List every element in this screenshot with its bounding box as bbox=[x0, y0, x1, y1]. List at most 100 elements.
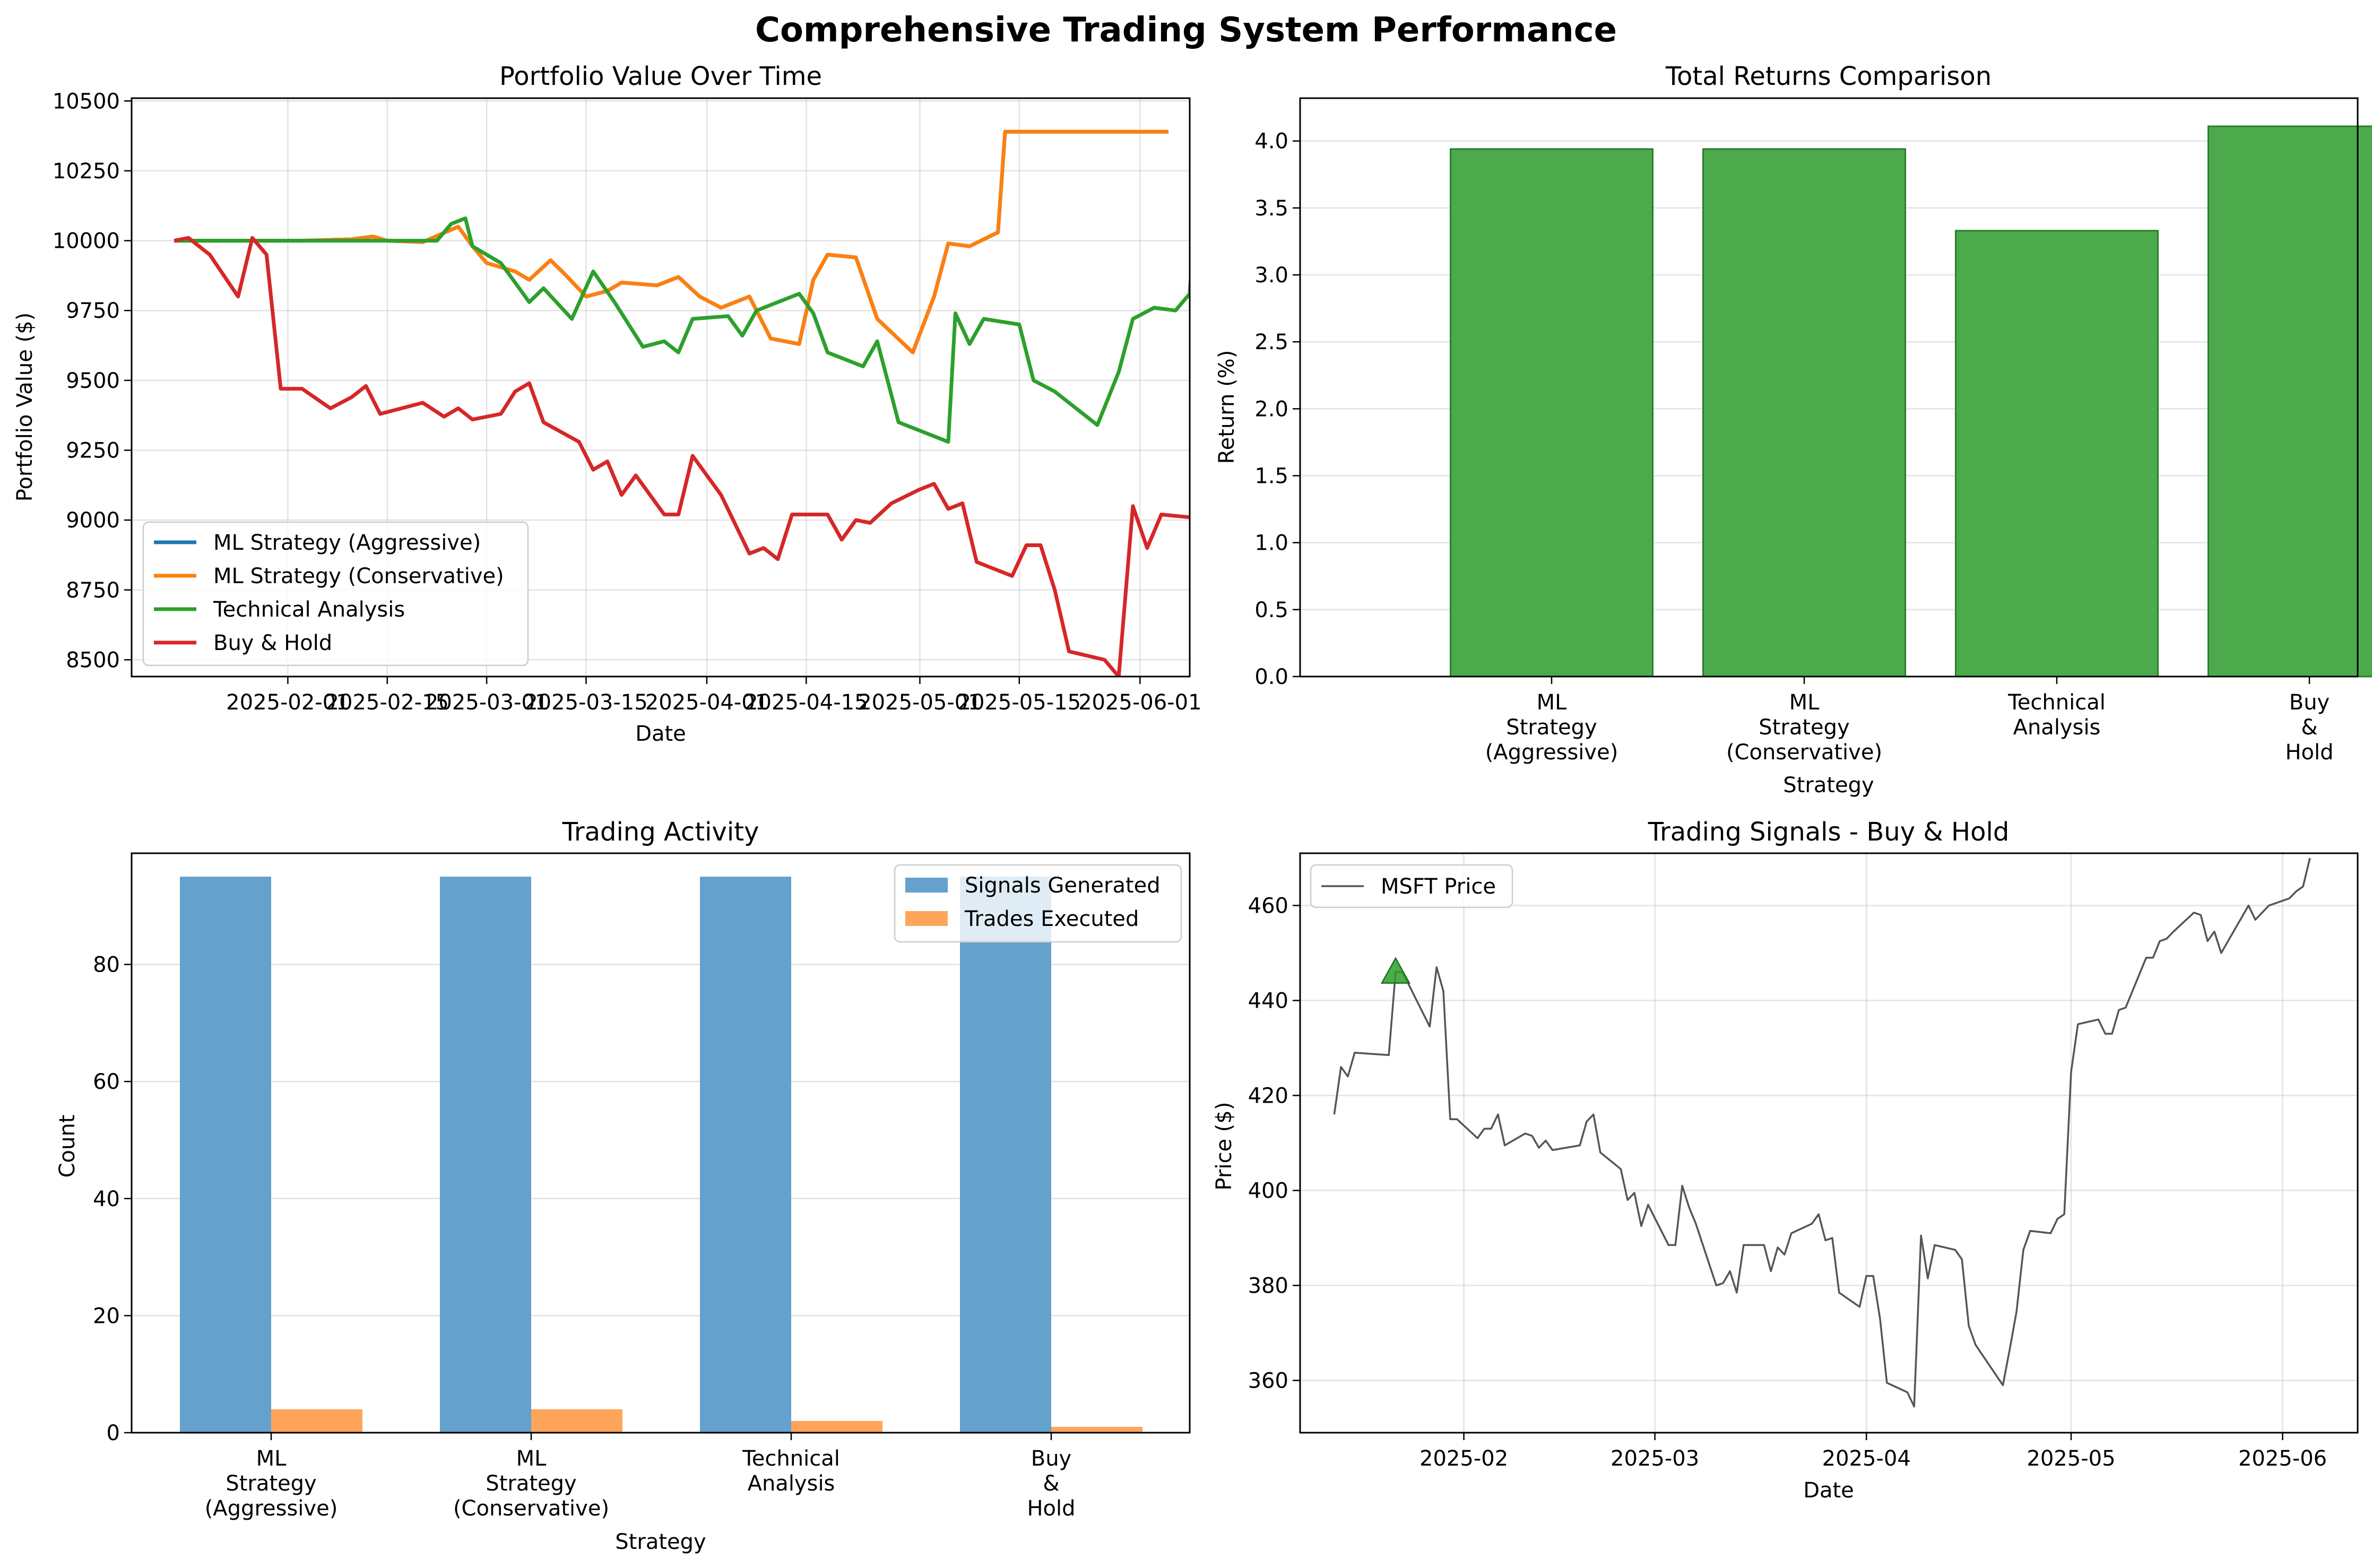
portfolio-y-tick-label: 8500 bbox=[66, 648, 120, 672]
returns-category-label: Technical bbox=[2007, 690, 2106, 715]
returns-category-label: Strategy bbox=[1506, 715, 1597, 740]
signals-y-tick-label: 400 bbox=[1248, 1179, 1288, 1203]
returns-bar-3 bbox=[2207, 125, 2372, 678]
signals-y-tick-label: 360 bbox=[1248, 1369, 1288, 1393]
returns-category-label: Buy bbox=[2289, 690, 2330, 715]
portfolio-legend: ML Strategy (Aggressive) ML Strategy (Con… bbox=[142, 521, 529, 666]
signals-bar-3 bbox=[960, 877, 1051, 1433]
activity-category-label: Buy bbox=[1031, 1446, 1071, 1471]
returns-category-label: Hold bbox=[2285, 740, 2333, 765]
activity-legend-label-1: Trades Executed bbox=[964, 907, 1139, 931]
legend-label-2: Technical Analysis bbox=[213, 597, 405, 622]
returns-category-label: Analysis bbox=[2013, 715, 2101, 740]
signals-x-tick-label: 2025-06 bbox=[2238, 1446, 2327, 1471]
trades-bar-2 bbox=[791, 1420, 882, 1433]
trades-bar-3 bbox=[1051, 1426, 1142, 1433]
activity-category-label: ML bbox=[516, 1446, 547, 1471]
signals-y-tick-label: 440 bbox=[1248, 989, 1288, 1013]
portfolio-y-tick-label: 9750 bbox=[66, 299, 120, 323]
activity-category-label: (Aggressive) bbox=[205, 1496, 338, 1521]
returns-y-tick-label: 2.5 bbox=[1254, 330, 1288, 354]
portfolio-x-label: Date bbox=[635, 722, 686, 746]
portfolio-x-tick-label: 2025-04-01 bbox=[645, 690, 768, 715]
signals-bar-1 bbox=[440, 877, 531, 1433]
portfolio-y-tick-label: 9250 bbox=[66, 438, 120, 463]
buy-signal-marker bbox=[1380, 957, 1411, 984]
portfolio-x-tick-label: 2025-04-15 bbox=[745, 690, 868, 715]
portfolio-x-tick-label: 2025-03-15 bbox=[524, 690, 647, 715]
returns-y-tick-label: 2.0 bbox=[1254, 397, 1288, 421]
portfolio-panel-title: Portfolio Value Over Time bbox=[499, 62, 822, 91]
signals-legend: MSFT Price bbox=[1310, 864, 1513, 908]
total-returns-panel: Total Returns Comparison Strategy Return… bbox=[1215, 62, 2372, 798]
trading-signals-panel: Trading Signals - Buy & Hold Date Price … bbox=[1212, 817, 2359, 1503]
activity-category-label: Hold bbox=[1027, 1496, 1075, 1521]
returns-category-label: (Conservative) bbox=[1726, 740, 1882, 765]
activity-y-tick-label: 40 bbox=[93, 1187, 120, 1211]
signals-legend-label: MSFT Price bbox=[1381, 874, 1496, 899]
returns-x-label: Strategy bbox=[1783, 773, 1874, 798]
returns-category-label: Strategy bbox=[1759, 715, 1849, 740]
portfolio-x-tick-label: 2025-05-01 bbox=[858, 690, 981, 715]
trades-bar-1 bbox=[531, 1409, 622, 1433]
signals-panel-title: Trading Signals - Buy & Hold bbox=[1648, 817, 2010, 847]
signals-x-tick-label: 2025-03 bbox=[1611, 1446, 1699, 1471]
signals-x-tick-label: 2025-02 bbox=[1419, 1446, 1508, 1471]
activity-y-tick-label: 20 bbox=[93, 1304, 120, 1328]
activity-y-tick-label: 0 bbox=[107, 1421, 120, 1445]
portfolio-y-tick-label: 9000 bbox=[66, 508, 120, 533]
legend-label-0: ML Strategy (Aggressive) bbox=[213, 531, 481, 555]
signals-x-tick-label: 2025-05 bbox=[2027, 1446, 2115, 1471]
returns-y-tick-label: 1.0 bbox=[1254, 531, 1288, 556]
portfolio-x-tick-label: 2025-02-01 bbox=[226, 690, 349, 715]
portfolio-y-label: Portfolio Value ($) bbox=[13, 313, 37, 501]
legend-label-3: Buy & Hold bbox=[213, 631, 332, 655]
returns-y-tick-label: 0.0 bbox=[1254, 665, 1288, 689]
portfolio-value-panel: Portfolio Value Over Time Date Portfolio… bbox=[13, 62, 1202, 746]
returns-category-label: & bbox=[2301, 715, 2317, 740]
portfolio-y-tick-label: 8750 bbox=[66, 578, 120, 603]
returns-y-tick-label: 0.5 bbox=[1254, 598, 1288, 622]
returns-bar-1 bbox=[1702, 148, 1906, 678]
activity-axes-frame bbox=[131, 852, 1191, 1434]
activity-category-label: ML bbox=[256, 1446, 287, 1471]
returns-panel-title: Total Returns Comparison bbox=[1665, 62, 1992, 91]
returns-bar-0 bbox=[1450, 148, 1654, 678]
signals-legend-box bbox=[1310, 864, 1513, 908]
signals-x-label: Date bbox=[1803, 1478, 1854, 1503]
activity-panel-title: Trading Activity bbox=[562, 817, 759, 847]
portfolio-y-tick-label: 10250 bbox=[53, 159, 120, 184]
returns-y-label: Return (%) bbox=[1215, 350, 1239, 464]
returns-bar-2 bbox=[1955, 230, 2159, 678]
activity-category-label: Analysis bbox=[748, 1471, 835, 1496]
signals-bar-0 bbox=[180, 877, 271, 1433]
returns-category-label: ML bbox=[1537, 690, 1568, 715]
activity-legend-swatch-1 bbox=[905, 911, 948, 926]
figure-title: Comprehensive Trading System Performance bbox=[755, 11, 1617, 50]
returns-y-tick-label: 3.5 bbox=[1254, 196, 1288, 221]
activity-category-label: Strategy bbox=[486, 1471, 576, 1496]
portfolio-x-tick-label: 2025-05-15 bbox=[958, 690, 1081, 715]
returns-y-tick-label: 3.0 bbox=[1254, 263, 1288, 288]
activity-legend-box bbox=[894, 864, 1182, 943]
activity-legend: Signals Generated Trades Executed bbox=[894, 864, 1182, 943]
signals-axes-frame bbox=[1299, 852, 2359, 1434]
portfolio-axes-frame bbox=[131, 97, 1191, 678]
signals-x-tick-label: 2025-04 bbox=[1822, 1446, 1911, 1471]
activity-category-label: Strategy bbox=[226, 1471, 316, 1496]
activity-x-label: Strategy bbox=[615, 1530, 706, 1554]
msft-price-line bbox=[1333, 857, 2311, 1408]
portfolio-legend-box bbox=[142, 521, 529, 666]
signals-y-tick-label: 460 bbox=[1248, 894, 1288, 918]
series-technical-line bbox=[174, 216, 1190, 444]
series-buy-hold-line bbox=[174, 236, 1190, 677]
signals-y-tick-label: 420 bbox=[1248, 1084, 1288, 1108]
portfolio-x-tick-label: 2025-02-15 bbox=[326, 690, 449, 715]
activity-category-label: & bbox=[1043, 1471, 1059, 1496]
returns-category-label: (Aggressive) bbox=[1485, 740, 1618, 765]
activity-category-label: Technical bbox=[742, 1446, 840, 1471]
trading-activity-panel: Trading Activity Strategy Count 0 20 40 60 8… bbox=[55, 817, 1191, 1554]
activity-category-label: (Conservative) bbox=[453, 1496, 609, 1521]
portfolio-x-tick-label: 2025-06-01 bbox=[1078, 690, 1201, 715]
activity-y-tick-label: 80 bbox=[93, 953, 120, 977]
